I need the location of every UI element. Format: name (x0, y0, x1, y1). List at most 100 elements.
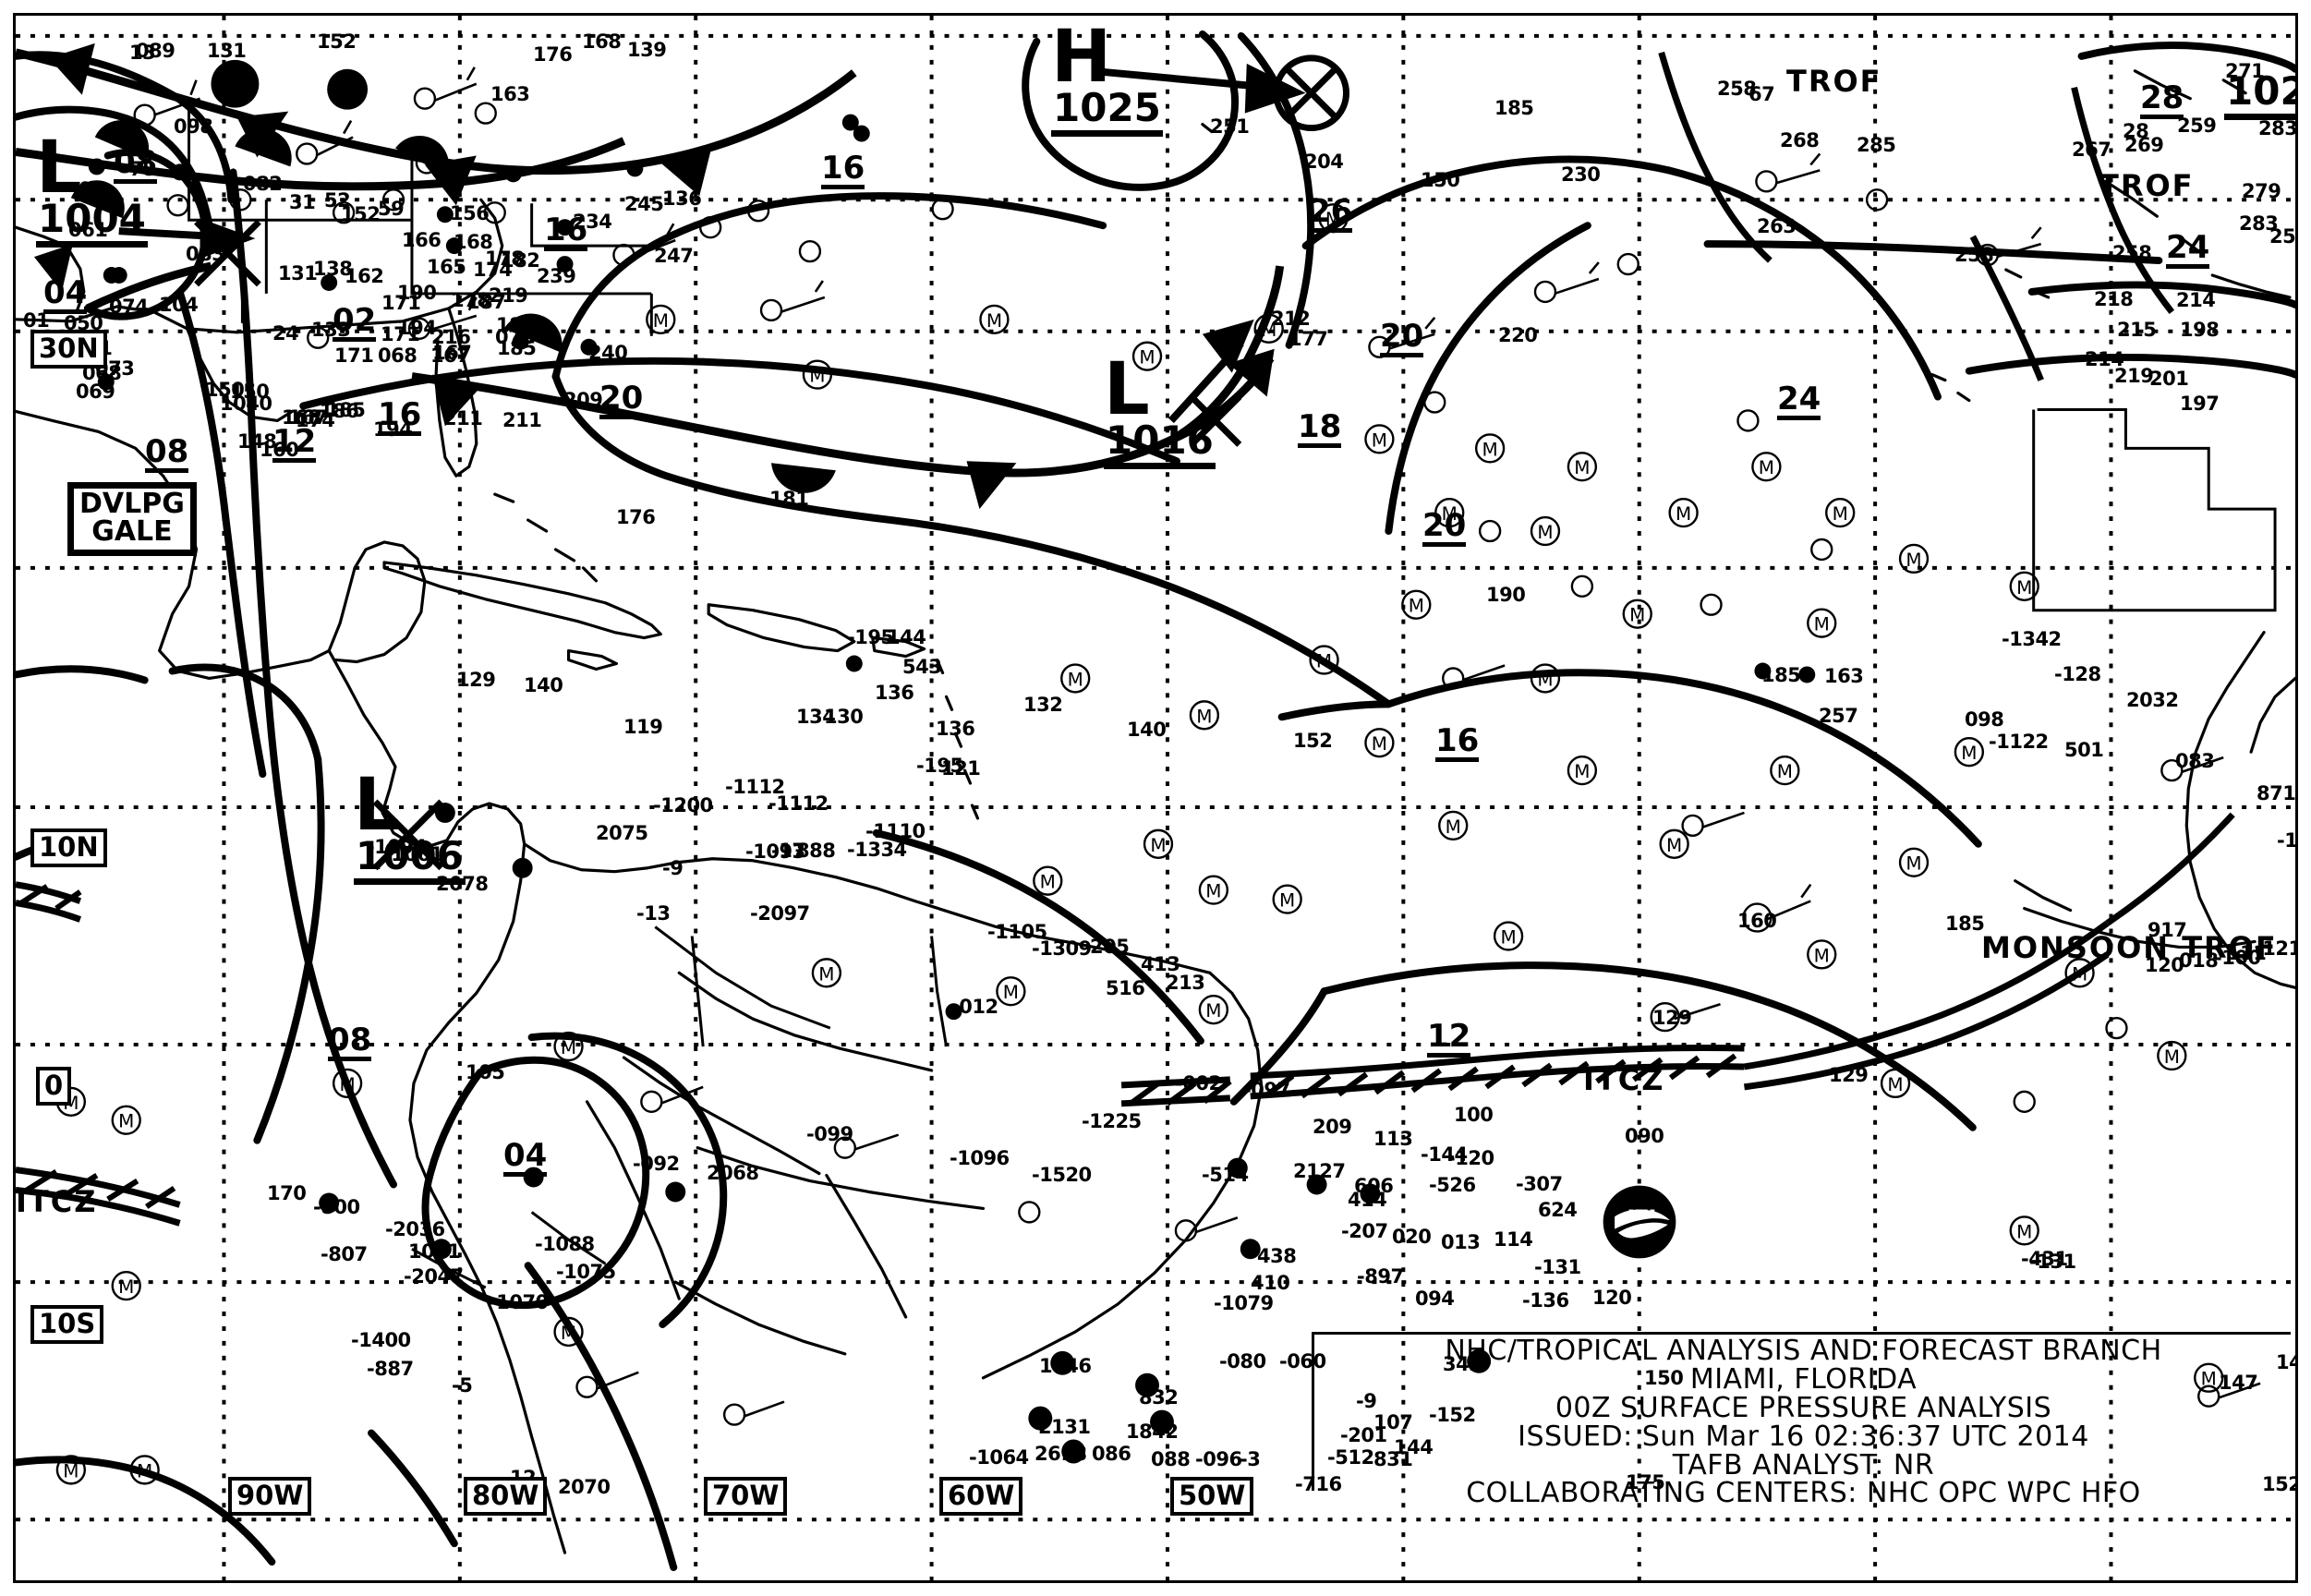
station-value: 13 (129, 42, 156, 64)
svg-text:M: M (1574, 456, 1590, 478)
svg-text:M: M (1442, 502, 1458, 525)
svg-text:M: M (1139, 346, 1155, 369)
svg-text:M: M (340, 1073, 356, 1095)
svg-text:M: M (2016, 576, 2032, 598)
station-value: 129 (456, 669, 496, 691)
station-value: -096 (1195, 1448, 1242, 1470)
svg-text:M: M (1666, 834, 1682, 856)
station-value: -1520 (1032, 1164, 1092, 1186)
monsoon-trough-line (1743, 812, 2235, 1091)
station-value: 129 (1652, 1007, 1692, 1029)
station-value: 257 (2269, 225, 2296, 248)
latitude-label: 10N (30, 828, 107, 867)
station-value: 832 (1139, 1386, 1179, 1409)
station-value: 138 (313, 258, 353, 280)
station-value: -1334 (847, 839, 907, 861)
svg-text:M: M (1906, 852, 1921, 875)
occluded-front-1004 (33, 180, 212, 312)
isobar-label: 20 (1422, 510, 1467, 547)
station-value: 119 (623, 716, 663, 738)
isobar-label: 20 (599, 382, 644, 419)
gale-warning-line2: GALE (91, 515, 173, 548)
svg-text:M: M (1205, 999, 1221, 1022)
political-boundaries (188, 105, 2277, 1289)
station-value: -5 (452, 1374, 473, 1396)
station-value: 174 (296, 409, 335, 431)
station-value: 218 (2094, 288, 2134, 310)
station-value: 061 (68, 219, 108, 241)
station-value: 185 (1945, 913, 1985, 935)
station-value: 121 (941, 757, 981, 780)
station-value: 176 (616, 506, 656, 528)
svg-text:M: M (561, 1036, 576, 1058)
svg-text:M: M (1325, 208, 1341, 230)
station-value: 143 (2276, 1351, 2295, 1373)
station-value: -092 (633, 1153, 680, 1175)
longitude-label: 60W (939, 1477, 1023, 1516)
low-value: 1004 (36, 199, 148, 248)
legend-box: NHC/TROPICAL ANALYSIS AND FORECAST BRANC… (1312, 1332, 2291, 1507)
isobar-label: 08 (328, 1024, 372, 1061)
station-value: 212 (1271, 308, 1311, 330)
legend-title: 00Z SURFACE PRESSURE ANALYSIS (1555, 1391, 2052, 1424)
station-value: -1112 (725, 776, 785, 798)
low-symbol: L (354, 764, 400, 847)
station-value: -1200 (653, 794, 713, 816)
svg-text:M: M (118, 1110, 134, 1132)
coastlines (16, 69, 2295, 1554)
station-value: 831 (1373, 1448, 1413, 1470)
station-symbols: M M M M M M M M M M M M M M M (55, 59, 2261, 1485)
station-value: 230 (1561, 163, 1601, 186)
station-value: 020 (1392, 1226, 1432, 1248)
station-value: -002 (1175, 1072, 1222, 1094)
station-value: 1021 (408, 1240, 461, 1263)
station-value: -131 (1534, 1256, 1581, 1278)
station-value: 871 (2257, 782, 2296, 804)
station-value: 197 (2180, 393, 2220, 415)
station-value: -1110 (865, 820, 926, 842)
station-value: -897 (1357, 1265, 1404, 1288)
station-value: 285 (1857, 134, 1896, 156)
station-value: 220 (1498, 324, 1538, 346)
station-value: 170 (267, 1182, 307, 1204)
latitude-label: 0 (36, 1067, 72, 1106)
station-value: 156 (450, 202, 490, 224)
svg-text:M: M (118, 1276, 134, 1298)
svg-text:M: M (137, 1459, 152, 1481)
isobar-label: 12 (1427, 1021, 1471, 1058)
pressure-center-L-1004: L 1004 (36, 132, 148, 248)
station-value: 090 (1625, 1125, 1664, 1147)
station-value: 438 (1257, 1245, 1297, 1267)
isobar-label: 16 (378, 399, 422, 436)
svg-text:M: M (1537, 521, 1553, 543)
station-value: 013 (1441, 1231, 1481, 1253)
station-value: 267 (2072, 139, 2111, 161)
station-value: -1061 (383, 843, 443, 865)
station-value: 152 (2262, 1473, 2298, 1495)
station-value: 113 (1373, 1128, 1413, 1150)
station-value: 186 (320, 400, 359, 422)
station-value: -1064 (969, 1446, 1029, 1469)
station-value: 279 (2242, 180, 2281, 202)
station-value: -2097 (750, 902, 810, 925)
station-value: 168 (582, 30, 622, 53)
station-value: -1093 (745, 840, 805, 863)
station-value: 150 (1644, 1367, 1684, 1389)
legend-city: MIAMI, FLORIDA (1689, 1362, 1918, 1396)
station-value: -512 (1327, 1446, 1374, 1469)
station-value: -097 (1243, 1079, 1290, 1101)
station-value: -3 (1240, 1448, 1261, 1470)
station-value: -1342 (2002, 628, 2062, 650)
station-value: 606 (1354, 1175, 1394, 1197)
station-value: 205 (1090, 936, 1130, 958)
longitude-label: 50W (1170, 1477, 1254, 1516)
station-value: 516 (1106, 977, 1145, 999)
station-value: 251 (1210, 115, 1250, 138)
isobar-label: 26 (1309, 196, 1353, 233)
svg-text:M: M (561, 1322, 576, 1344)
svg-text:M: M (1961, 742, 1977, 764)
svg-text:M: M (1814, 613, 1830, 635)
station-value: 185 (1761, 664, 1801, 686)
station-value: -800 (313, 1196, 360, 1218)
svg-text:M: M (1629, 604, 1645, 626)
